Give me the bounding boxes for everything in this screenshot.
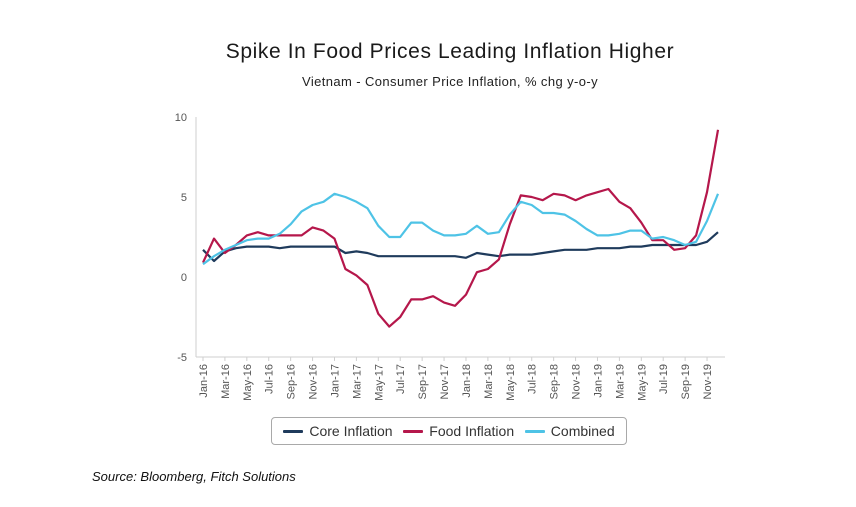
x-tick-label: Jan-18 [461,364,473,398]
x-tick-label: Jul-19 [658,364,670,394]
legend-item-combined: Combined [524,423,615,439]
x-tick-label: Sep-18 [549,364,561,399]
legend-label-core: Core Inflation [309,423,393,439]
y-axis-ticks: 10 5 0 -5 [175,112,187,364]
series-lines [202,129,720,328]
series-line-core-inflation [202,231,719,263]
series-line-food-inflation [202,129,720,328]
x-tick-label: Jul-16 [264,364,276,394]
y-tick-label: 5 [181,192,187,204]
legend-swatch-core [283,429,304,433]
x-tick-label: Nov-17 [439,364,451,399]
x-tick-label: Mar-16 [220,364,232,399]
x-tick-label: Jan-17 [329,364,341,398]
legend-swatch-combined [524,429,545,433]
y-tick-label: 10 [175,112,187,124]
legend-item-core: Core Inflation [283,423,393,439]
x-tick-label: Sep-19 [680,364,692,399]
x-tick-label: Mar-19 [614,364,626,399]
x-tick-label: May-17 [373,364,385,401]
source-note: Source: Bloomberg, Fitch Solutions [92,469,296,484]
x-tick-label: Nov-19 [702,364,714,399]
x-tick-label: Jul-18 [527,364,539,394]
legend-swatch-food [403,429,424,433]
y-tick-label: 0 [181,272,187,284]
y-tick-label: -5 [177,352,187,364]
legend-item-food: Food Inflation [403,423,514,439]
chart-subtitle: Vietnam - Consumer Price Inflation, % ch… [301,74,598,89]
x-tick-label: Jan-16 [198,364,210,398]
x-tick-label: Mar-18 [483,364,495,399]
x-tick-label: Mar-17 [351,364,363,399]
x-tick-label: Nov-16 [308,364,320,399]
x-tick-label: Sep-17 [417,364,429,399]
x-tick-label: Jul-17 [395,364,407,394]
x-tick-label: May-18 [505,364,517,401]
x-tick-label: Jan-19 [592,364,604,398]
legend-label-food: Food Inflation [429,423,515,439]
x-tick-label: May-19 [636,364,648,401]
series-line-combined [202,192,720,266]
chart-legend: Core Inflation Food Inflation Combined [271,417,627,445]
x-axis-ticks: Jan-16 Mar-16 May-16 Jul-16 Sep-16 Nov-16 Jan-… [198,357,714,401]
legend-label-combined: Combined [550,423,615,439]
chart-title: Spike In Food Prices Leading Inflation H… [225,40,675,63]
x-tick-label: May-16 [242,364,254,401]
x-tick-label: Sep-16 [286,364,298,399]
x-tick-label: Nov-18 [571,364,583,399]
